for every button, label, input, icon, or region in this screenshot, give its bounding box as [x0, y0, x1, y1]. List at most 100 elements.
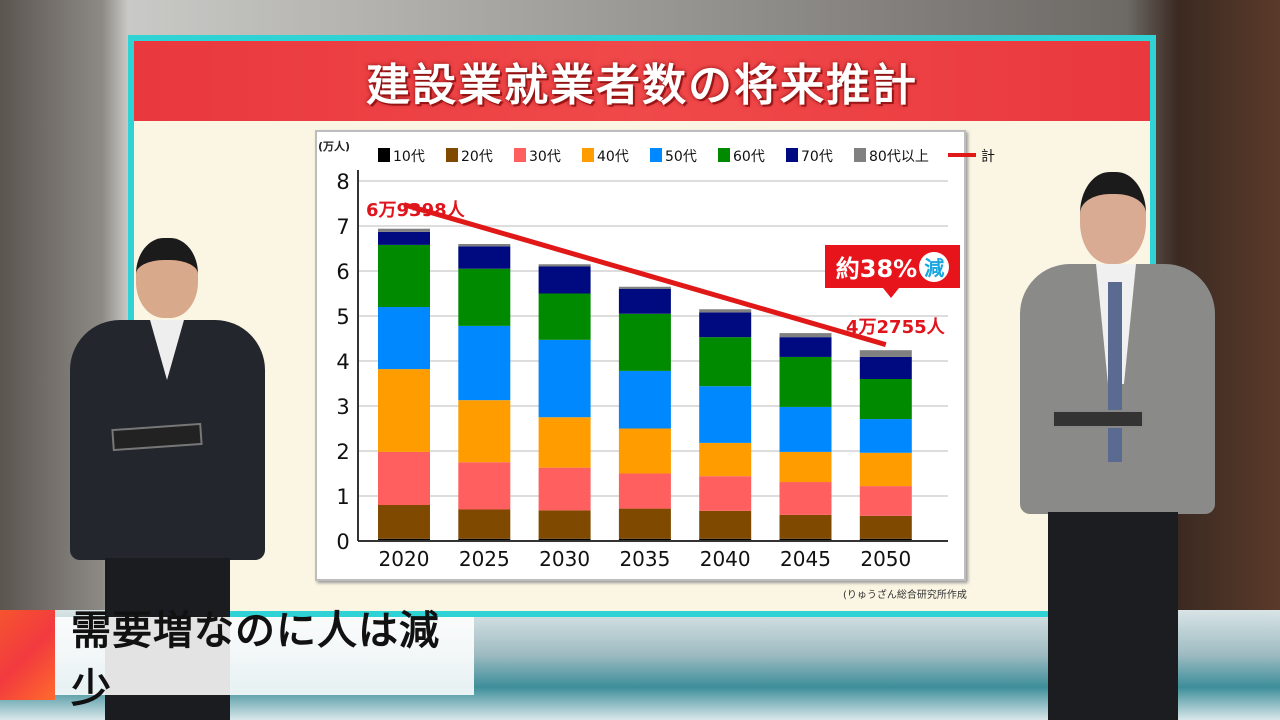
bar-segment-80代以上-2045 — [779, 333, 832, 338]
bar-segment-20代-2030 — [538, 510, 591, 539]
legend-swatch-30代 — [514, 148, 526, 162]
bar-segment-40代-2025 — [458, 400, 511, 463]
bar-segment-40代-2050 — [859, 452, 912, 487]
x-tick-label: 2030 — [539, 547, 590, 571]
bar-segment-40代-2035 — [618, 428, 671, 474]
start-total-label: 6万9398人 — [366, 200, 465, 221]
bar-segment-60代-2020 — [378, 244, 430, 307]
y-tick-label: 7 — [336, 215, 349, 239]
y-tick-label: 5 — [336, 305, 349, 329]
legend-label-60代: 60代 — [733, 149, 765, 165]
legend-label-total: 計 — [981, 149, 995, 165]
bar-segment-20代-2040 — [699, 510, 752, 539]
bar-segment-10代-2025 — [458, 538, 511, 541]
bar-segment-40代-2030 — [538, 417, 591, 468]
x-tick-label: 2050 — [860, 547, 911, 571]
bar-segment-40代-2020 — [378, 369, 430, 452]
bar-segment-80代以上-2020 — [378, 228, 430, 232]
legend-label-30代: 30代 — [529, 149, 561, 165]
legend-label-40代: 40代 — [597, 149, 629, 165]
page-title: 建設業就業者数の将来推計 — [366, 60, 918, 111]
bar-segment-70代-2040 — [699, 312, 752, 338]
x-tick-label: 2045 — [780, 547, 831, 571]
bar-segment-60代-2035 — [618, 313, 671, 371]
x-tick-label: 2040 — [700, 547, 751, 571]
bar-segment-30代-2040 — [699, 476, 752, 511]
y-tick-label: 2 — [336, 440, 349, 464]
bar-segment-50代-2030 — [538, 339, 591, 418]
bar-segment-60代-2040 — [699, 337, 752, 387]
legend-label-70代: 70代 — [801, 149, 833, 165]
caption-text: 需要増なのに人は減少 — [71, 608, 440, 712]
legend-swatch-40代 — [582, 148, 594, 162]
legend-swatch-80代以上 — [854, 148, 866, 162]
y-tick-label: 0 — [336, 530, 349, 554]
y-tick-label: 6 — [336, 260, 349, 284]
bar-segment-40代-2040 — [699, 442, 752, 477]
legend-swatch-10代 — [378, 148, 390, 162]
y-tick-label: 4 — [336, 350, 349, 374]
bar-segment-70代-2035 — [618, 289, 671, 314]
x-tick-label: 2025 — [459, 547, 510, 571]
legend-swatch-20代 — [446, 148, 458, 162]
bar-segment-80代以上-2030 — [538, 264, 591, 267]
legend-swatch-60代 — [718, 148, 730, 162]
bar-segment-10代-2040 — [699, 538, 752, 541]
bar-segment-70代-2025 — [458, 246, 511, 269]
x-tick-label: 2020 — [379, 547, 430, 571]
y-tick-label: 3 — [336, 395, 349, 419]
legend-label-80代以上: 80代以上 — [869, 149, 929, 165]
x-tick-label: 2035 — [619, 547, 670, 571]
bar-segment-20代-2035 — [618, 508, 671, 539]
bar-segment-70代-2030 — [538, 266, 591, 294]
bar-segment-20代-2025 — [458, 509, 511, 539]
bar-segment-40代-2045 — [779, 451, 832, 483]
bar-segment-70代-2050 — [859, 356, 912, 379]
bar-segment-50代-2045 — [779, 406, 832, 452]
y-axis-unit: (万人) — [318, 139, 350, 153]
bar-segment-60代-2025 — [458, 268, 511, 326]
bar-segment-10代-2020 — [378, 538, 430, 541]
bar-segment-80代以上-2025 — [458, 244, 511, 247]
decrease-badge: 減 — [919, 251, 950, 282]
bar-segment-80代以上-2035 — [618, 286, 671, 289]
bar-segment-30代-2045 — [779, 482, 832, 515]
bar-segment-70代-2045 — [779, 337, 832, 357]
y-tick-label: 8 — [336, 170, 349, 194]
legend-swatch-70代 — [786, 148, 798, 162]
bar-segment-50代-2025 — [458, 325, 511, 401]
total-trend-line — [403, 202, 887, 348]
bar-segment-60代-2050 — [859, 379, 912, 420]
bar-segment-50代-2035 — [618, 370, 671, 429]
bar-segment-20代-2020 — [378, 505, 430, 539]
bar-segment-30代-2035 — [618, 473, 671, 509]
bar-segment-10代-2050 — [859, 538, 912, 541]
channel-logo — [0, 610, 55, 700]
legend-swatch-50代 — [650, 148, 662, 162]
change-callout: 約38% 減 — [825, 245, 960, 298]
bar-segment-20代-2045 — [779, 514, 832, 539]
legend-label-20代: 20代 — [461, 149, 493, 165]
bar-segment-80代以上-2050 — [859, 350, 912, 357]
bar-segment-30代-2025 — [458, 462, 511, 510]
presenter-right — [1020, 172, 1215, 720]
bar-segment-10代-2045 — [779, 538, 832, 541]
end-total-label: 4万2755人 — [846, 317, 945, 338]
bar-segment-70代-2020 — [378, 231, 430, 245]
legend-label-50代: 50代 — [665, 149, 697, 165]
legend-label-10代: 10代 — [393, 149, 425, 165]
title-banner: 建設業就業者数の将来推計 — [134, 41, 1150, 121]
bar-segment-60代-2045 — [779, 356, 832, 407]
bar-segment-50代-2050 — [859, 419, 912, 453]
change-percent: 約38% — [835, 255, 918, 283]
bar-segment-10代-2030 — [538, 538, 591, 541]
news-caption: 需要増なのに人は減少 — [55, 608, 474, 712]
bar-segment-20代-2050 — [859, 515, 912, 539]
bar-segment-30代-2050 — [859, 486, 912, 516]
bar-segment-10代-2035 — [618, 538, 671, 541]
bar-segment-80代以上-2040 — [699, 309, 752, 313]
y-tick-label: 1 — [336, 485, 349, 509]
bar-segment-50代-2040 — [699, 386, 752, 443]
bar-segment-30代-2030 — [538, 467, 591, 511]
